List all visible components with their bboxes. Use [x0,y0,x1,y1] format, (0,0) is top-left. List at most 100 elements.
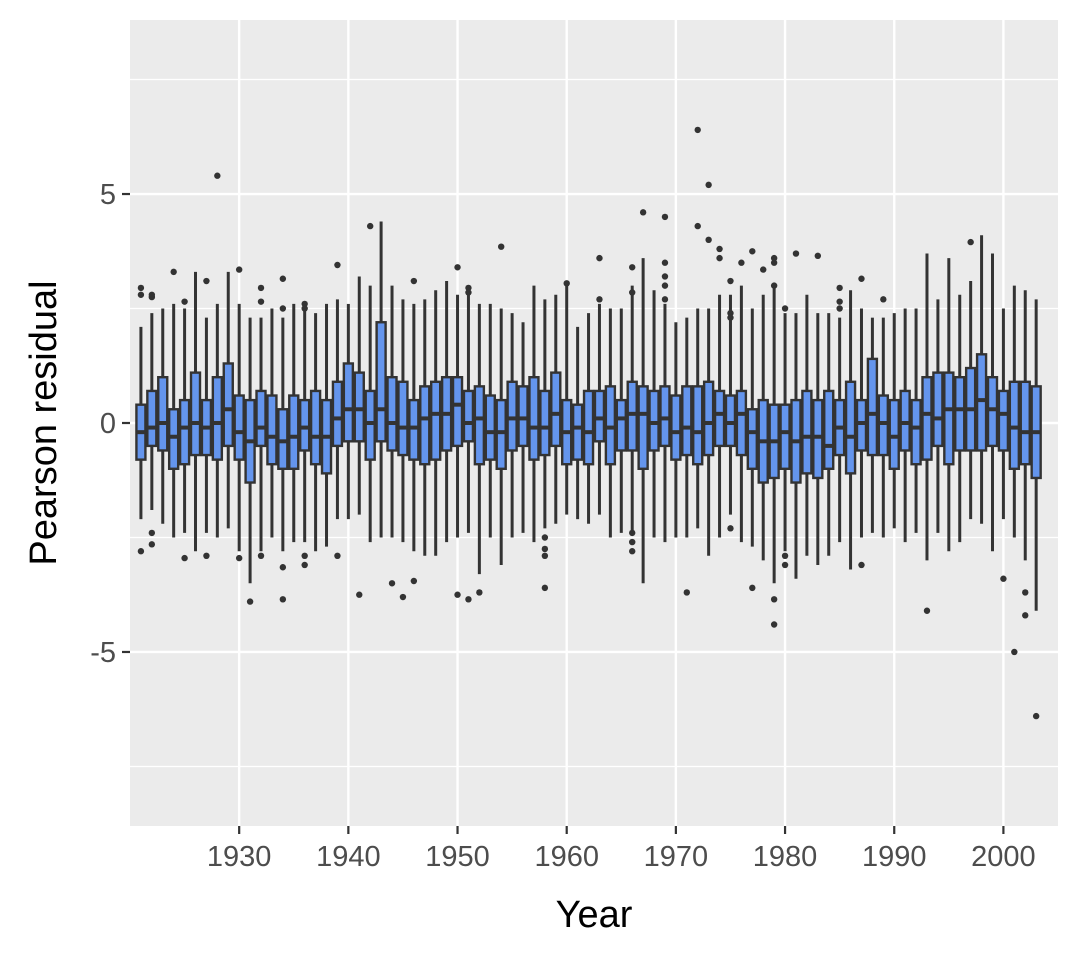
box-1945 [397,299,409,601]
outlier-point [257,552,265,560]
box-iqr [604,385,617,466]
outlier-point [563,280,570,287]
box-1964 [604,308,617,538]
box-1967 [637,209,649,584]
outlier-point [410,577,418,585]
box-1953 [484,303,496,538]
outlier-point [694,222,701,230]
box-iqr [615,398,627,452]
box-1962 [582,313,595,524]
box-1933 [266,308,278,538]
x-tick-label: 1960 [534,841,599,873]
box-iqr [670,394,682,461]
box-1957 [528,285,540,543]
box-1956 [517,322,529,533]
box-iqr [462,389,475,443]
outlier-point [749,248,756,255]
box-1995 [943,258,955,552]
box-1979 [768,254,780,628]
box-1955 [506,313,518,538]
outlier-point [880,296,887,303]
outlier-point [257,284,265,292]
box-iqr [866,357,879,457]
outlier-point [257,298,265,305]
outlier-point [399,593,407,601]
outlier-point [770,621,778,628]
outlier-point [792,250,800,257]
box-1963 [593,254,606,515]
box-iqr [364,389,376,461]
x-axis-title: Year [556,894,633,936]
outlier-point [661,213,669,221]
box-1927 [200,277,213,560]
outlier-point [596,254,603,262]
outlier-point [781,561,789,569]
outlier-point [170,268,177,276]
box-1997 [964,238,977,520]
box-1981 [790,250,802,579]
box-1961 [571,326,584,520]
box-iqr [222,362,234,448]
outlier-point [967,238,974,246]
box-1969 [659,213,671,543]
box-iqr [309,389,322,466]
box-1971 [681,317,693,596]
outlier-point [596,296,603,303]
outlier-point [203,277,210,285]
y-tick-label: 0 [100,408,116,440]
outlier-point [181,298,188,305]
box-iqr [975,353,988,452]
box-iqr [528,376,540,461]
box-1921 [135,284,147,555]
outlier-point [137,291,145,298]
box-iqr [681,385,693,457]
outlier-point [541,545,549,553]
outlier-point [781,552,789,560]
box-1941 [353,276,365,598]
outlier-point [727,525,734,532]
box-1937 [309,313,322,552]
box-iqr [812,398,824,480]
box-iqr [637,385,649,470]
box-iqr [429,380,442,461]
box-1966 [626,264,638,555]
outlier-point [738,259,745,266]
box-1944 [386,285,398,587]
box-1949 [440,281,453,543]
box-1976 [735,259,748,543]
outlier-point [705,236,712,244]
outlier-point [727,277,734,285]
box-1982 [801,294,813,556]
outlier-point [279,275,287,282]
outlier-point [1032,712,1040,720]
box-1942 [364,222,376,543]
outlier-point [629,548,636,555]
outlier-point [498,243,505,250]
outlier-point [279,305,287,312]
box-iqr [986,376,999,448]
box-series [135,126,1042,720]
x-axis: 1930 1940 1950 1960 1970 1980 1990 2000 [207,826,1036,873]
box-iqr [713,389,726,448]
outlier-point [301,552,308,560]
x-tick-label: 1930 [207,841,272,873]
box-iqr [593,389,606,443]
outlier-point [465,284,472,292]
outlier-point [476,589,483,596]
box-1952 [473,303,486,596]
box-iqr [146,389,158,448]
box-iqr [823,389,835,470]
box-iqr [932,371,944,448]
box-1998 [975,235,988,524]
outlier-point [705,181,712,189]
box-1923 [157,308,169,524]
box-1990 [888,313,900,529]
box-iqr [855,398,868,452]
outlier-point [541,534,549,541]
box-iqr [408,398,420,461]
box-iqr [157,376,169,452]
outlier-point [541,584,549,592]
box-2001 [1008,285,1021,656]
box-1932 [255,284,267,560]
